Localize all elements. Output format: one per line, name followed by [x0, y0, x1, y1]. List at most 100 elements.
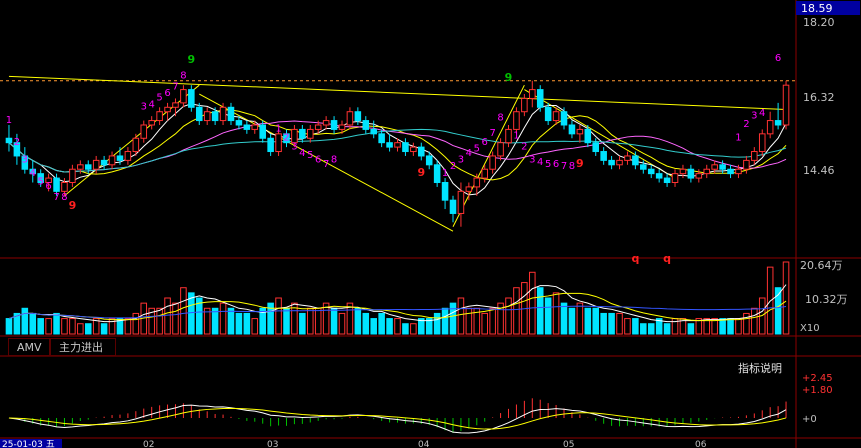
volume-bar [69, 318, 76, 335]
candle-body [671, 173, 679, 183]
td-count-label: 3 [291, 141, 297, 152]
month-04: 04 [418, 440, 430, 448]
candle-body [592, 142, 600, 153]
candle-body [402, 142, 409, 153]
volume-bar [108, 318, 116, 335]
volume-bar [481, 312, 488, 335]
candle-body [687, 168, 695, 179]
candle-body [69, 168, 76, 183]
volume-bar [576, 302, 584, 335]
candle-body [655, 173, 663, 179]
td-count-label: 1 [275, 124, 281, 135]
candle-body [544, 106, 552, 122]
td-count-label: 7 [172, 82, 178, 93]
candle-body [727, 168, 734, 175]
td-count-label: 6 [553, 159, 559, 170]
candle-body [92, 159, 100, 170]
td-count-label: 5 [474, 144, 480, 155]
volume-bar [402, 323, 409, 335]
tab-main-force[interactable]: 主力进出 [50, 338, 116, 356]
candle-body [513, 111, 520, 130]
volume-bar [283, 307, 290, 335]
indicator-help-link[interactable]: 指标说明 [738, 362, 782, 375]
candlesticks [5, 80, 790, 227]
volume-ma5 [8, 284, 787, 323]
month-05: 05 [563, 440, 574, 448]
candle-body [61, 181, 68, 192]
candle-body [283, 133, 290, 144]
td-count-label: 4 [30, 168, 36, 179]
candle-body [394, 142, 401, 148]
price-tick-1: 18.20 [803, 16, 835, 29]
macd-tick-2: +1.80 [802, 385, 833, 396]
volume-bar [116, 318, 124, 335]
candle-body [116, 155, 124, 161]
price-tick-3: 14.46 [803, 164, 835, 177]
candle-body [275, 133, 282, 153]
volume-bar [727, 318, 734, 335]
price-tick-2: 16.32 [803, 91, 835, 104]
candle-body [243, 124, 251, 130]
candle-body [647, 168, 655, 175]
td-count-label: 6 [315, 155, 321, 166]
ma40-line [8, 128, 787, 173]
volume-bar [132, 312, 140, 335]
candle-body [322, 120, 330, 126]
trendline-3 [452, 84, 525, 227]
candle-body [195, 106, 203, 122]
volume-bar [291, 302, 298, 335]
candle-body [362, 120, 370, 130]
td-count-label: 6 [45, 181, 51, 192]
volume-bar [679, 318, 687, 335]
tab-amv[interactable]: AMV [8, 338, 50, 356]
candle-body [695, 173, 703, 179]
td-nine-label: 9 [69, 199, 77, 212]
volume-bar [172, 302, 179, 335]
candle-body [584, 128, 592, 144]
candle-body [100, 159, 108, 166]
volume-bar [180, 287, 187, 335]
candle-body [418, 146, 425, 157]
candle-body [751, 151, 758, 161]
candle-body [299, 128, 306, 139]
trendline-4 [524, 89, 676, 179]
volume-bar [5, 318, 13, 335]
candle-body [743, 159, 750, 170]
volume-bar [100, 323, 108, 335]
volume-bar [441, 307, 449, 335]
volume-bar [275, 297, 282, 335]
volume-bar [53, 312, 60, 335]
volume-bar [433, 312, 441, 335]
candle-body [703, 168, 711, 175]
candle-body [632, 155, 639, 166]
macd-dea-line [8, 407, 787, 430]
volume-bar [743, 312, 750, 335]
volume-bar [552, 292, 560, 335]
candle-body [124, 151, 132, 161]
volume-bar [307, 307, 314, 335]
month-03: 03 [267, 440, 278, 448]
volume-bar [608, 312, 615, 335]
volume-bar [84, 323, 92, 335]
td-nine-label: 9 [188, 53, 196, 66]
candle-body [53, 177, 60, 192]
candle-body [29, 168, 37, 175]
volume-bar [465, 307, 473, 335]
volume-bar [719, 318, 726, 335]
volume-bar [529, 271, 536, 335]
candle-body [259, 124, 266, 139]
candle-body [481, 168, 488, 179]
candle-body [473, 177, 481, 188]
candle-body [21, 155, 29, 170]
td-count-label: 3 [458, 155, 464, 166]
volume-bar [322, 302, 330, 335]
volume-bar [592, 307, 600, 335]
candle-body [172, 102, 179, 108]
volume-bar [568, 307, 576, 335]
candle-body [84, 164, 92, 170]
candle-body [425, 155, 433, 166]
volume-bar [774, 287, 782, 335]
candle-body [378, 133, 385, 144]
candle-body [219, 106, 227, 122]
td-count-label: 3 [529, 155, 535, 166]
